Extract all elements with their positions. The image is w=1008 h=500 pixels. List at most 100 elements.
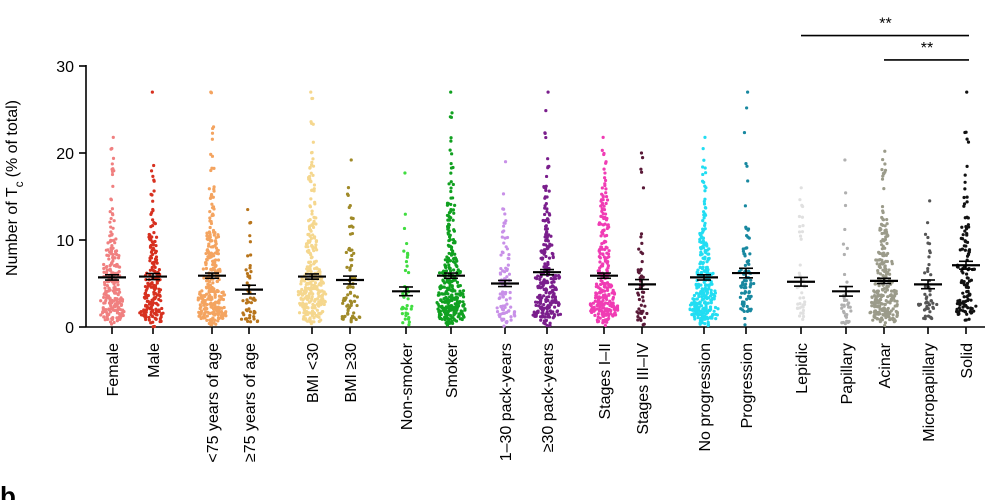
data-point [352, 294, 357, 298]
data-point [110, 172, 115, 177]
data-point [692, 293, 697, 298]
data-point [749, 307, 753, 311]
data-point [965, 195, 969, 199]
data-point [966, 216, 970, 220]
data-point [874, 258, 878, 262]
data-point [341, 301, 345, 305]
data-point [609, 285, 613, 289]
data-point [925, 295, 929, 299]
data-point [449, 90, 453, 94]
category-points [688, 135, 720, 328]
category-points [588, 135, 620, 328]
data-point [147, 315, 151, 320]
data-point [147, 235, 151, 239]
data-point [883, 149, 887, 153]
data-point [931, 306, 936, 310]
data-point [957, 306, 961, 310]
data-point [698, 265, 702, 270]
data-point [928, 293, 932, 297]
data-point [878, 251, 882, 256]
data-point [405, 264, 409, 268]
data-point [461, 300, 465, 304]
data-point [222, 305, 226, 310]
data-point [605, 286, 610, 290]
data-point [111, 226, 115, 230]
data-point [959, 236, 963, 240]
data-point [502, 291, 507, 295]
data-point [355, 303, 359, 308]
category-label: ≥30 pack-years [540, 343, 557, 452]
data-point [207, 279, 212, 284]
data-point [509, 318, 513, 322]
data-point [216, 316, 221, 320]
data-point [701, 219, 705, 223]
data-point [308, 288, 312, 292]
data-point [103, 291, 107, 295]
data-point [453, 203, 457, 207]
data-point [603, 176, 607, 180]
data-point [355, 295, 359, 299]
data-point [550, 284, 555, 288]
data-point [310, 297, 314, 301]
data-point [543, 315, 547, 319]
data-point [307, 311, 311, 315]
data-point [748, 252, 752, 256]
data-point [545, 295, 549, 299]
data-point [246, 300, 251, 304]
data-point [447, 281, 452, 285]
data-point [249, 220, 253, 225]
data-point [204, 285, 209, 289]
data-point [114, 252, 118, 256]
category-label: No progression [697, 343, 714, 452]
data-point [639, 232, 644, 236]
data-point [306, 239, 310, 243]
data-point [692, 299, 696, 304]
data-point [212, 321, 216, 325]
data-point [639, 267, 643, 271]
data-point [461, 295, 466, 299]
data-point [605, 246, 609, 250]
data-point [105, 268, 109, 272]
data-point [212, 233, 216, 237]
data-point [311, 157, 315, 161]
data-point [344, 296, 348, 300]
data-point [211, 288, 215, 293]
data-point [539, 281, 543, 286]
data-point [881, 217, 885, 221]
data-point [117, 287, 121, 292]
data-point [746, 179, 750, 183]
data-point [745, 234, 749, 238]
category-points [954, 90, 978, 322]
data-point [347, 248, 351, 252]
data-point [450, 284, 454, 288]
data-point [109, 147, 113, 151]
data-point [877, 310, 881, 314]
data-point [883, 302, 887, 307]
data-point [925, 221, 930, 225]
data-point [637, 297, 642, 302]
data-point [961, 309, 965, 313]
data-point [509, 305, 513, 309]
data-point [603, 323, 608, 328]
data-point [213, 244, 217, 248]
data-point [601, 135, 605, 139]
data-point [972, 267, 977, 271]
data-point [149, 300, 153, 305]
data-point [213, 292, 217, 297]
data-point [700, 235, 704, 239]
data-point [974, 304, 978, 308]
data-point [958, 303, 962, 307]
data-point [636, 318, 640, 322]
data-point [241, 311, 245, 315]
data-point [551, 255, 555, 260]
data-point [310, 188, 314, 192]
data-point [308, 205, 313, 209]
data-point [345, 265, 349, 269]
data-point [151, 218, 155, 222]
data-point [534, 303, 538, 308]
data-point [204, 251, 208, 256]
data-point [883, 224, 887, 228]
data-point [745, 304, 749, 309]
data-point [449, 202, 453, 207]
data-point [209, 168, 213, 173]
